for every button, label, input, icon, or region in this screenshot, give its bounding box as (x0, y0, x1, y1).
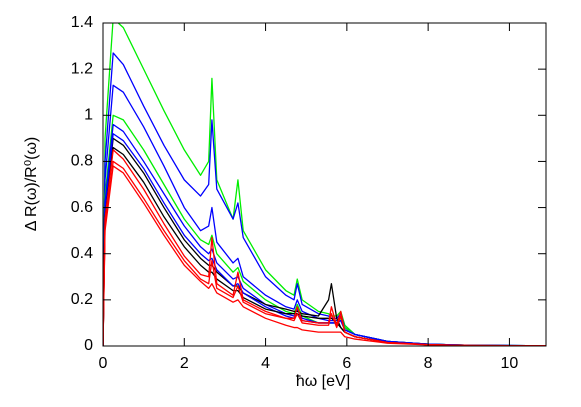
y-tick-label: 0.2 (71, 291, 93, 308)
data-line (103, 23, 546, 346)
x-tick-label: 8 (424, 355, 433, 372)
x-tick-label: 0 (99, 355, 108, 372)
data-line (103, 165, 546, 346)
y-tick-label: 1 (84, 107, 93, 124)
data-line (103, 160, 546, 346)
y-tick-label: 0.8 (71, 153, 93, 170)
y-tick-label: 0.4 (71, 245, 93, 262)
data-line (103, 114, 546, 346)
x-tick-label: 4 (261, 355, 270, 372)
data-line (103, 52, 546, 346)
y-tick-label: 1.2 (71, 60, 93, 77)
plot-lines (103, 23, 546, 346)
plot-frame (102, 22, 547, 347)
y-tick-label: 1.4 (71, 14, 93, 31)
y-axis-label: Δ R(ω)/R⁰(ω) (23, 137, 40, 232)
x-tick-label: 10 (501, 355, 519, 372)
x-tick-label: 6 (342, 355, 351, 372)
y-tick-label: 0 (84, 337, 93, 354)
x-axis-label: ħω [eV] (296, 373, 350, 390)
x-tick-label: 2 (180, 355, 189, 372)
data-line (103, 149, 546, 346)
y-tick-label: 0.6 (71, 199, 93, 216)
